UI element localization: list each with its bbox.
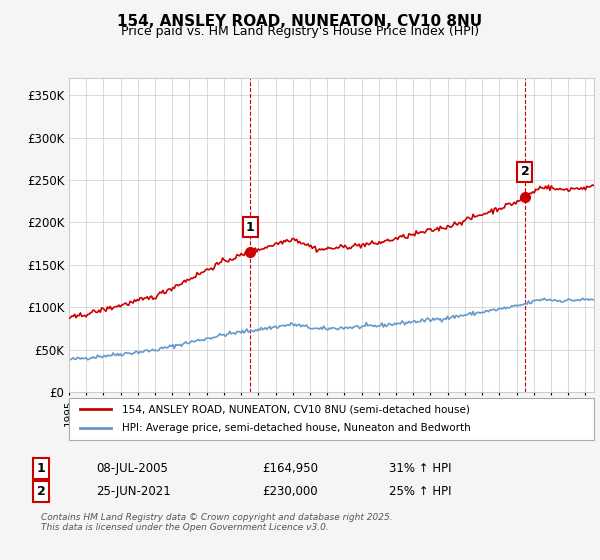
Text: 1: 1 [37, 462, 46, 475]
Text: £230,000: £230,000 [262, 485, 317, 498]
Text: 154, ANSLEY ROAD, NUNEATON, CV10 8NU (semi-detached house): 154, ANSLEY ROAD, NUNEATON, CV10 8NU (se… [121, 404, 469, 414]
Text: 2: 2 [37, 485, 46, 498]
Text: HPI: Average price, semi-detached house, Nuneaton and Bedworth: HPI: Average price, semi-detached house,… [121, 423, 470, 433]
Text: 2: 2 [521, 165, 529, 179]
Text: 31% ↑ HPI: 31% ↑ HPI [389, 462, 451, 475]
Text: £164,950: £164,950 [262, 462, 318, 475]
Text: 1: 1 [246, 221, 255, 234]
Text: Price paid vs. HM Land Registry's House Price Index (HPI): Price paid vs. HM Land Registry's House … [121, 25, 479, 38]
Text: 154, ANSLEY ROAD, NUNEATON, CV10 8NU: 154, ANSLEY ROAD, NUNEATON, CV10 8NU [118, 14, 482, 29]
Text: Contains HM Land Registry data © Crown copyright and database right 2025.
This d: Contains HM Land Registry data © Crown c… [41, 512, 392, 532]
Text: 08-JUL-2005: 08-JUL-2005 [96, 462, 168, 475]
Text: 25-JUN-2021: 25-JUN-2021 [96, 485, 171, 498]
Text: 25% ↑ HPI: 25% ↑ HPI [389, 485, 451, 498]
